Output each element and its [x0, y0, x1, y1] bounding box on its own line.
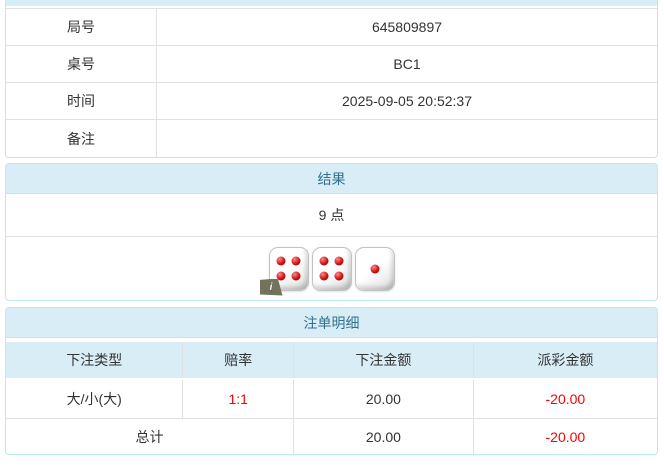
round-id-value: 645809897: [371, 19, 443, 35]
die-pip: [319, 256, 329, 266]
result-points-row: 9 点: [6, 194, 657, 237]
dice-container: i: [259, 246, 395, 296]
table-row: 局号 645809897: [6, 9, 657, 46]
odds-value: 1:1: [182, 380, 293, 418]
die-pip: [276, 256, 286, 266]
payout-value: -20.00: [472, 380, 657, 418]
result-panel-title: 结果: [6, 164, 657, 194]
table-row: 大/小(大) 1:1 20.00 -20.00: [6, 380, 657, 419]
remark-label: 备注: [6, 120, 157, 157]
die-pip: [370, 264, 379, 274]
bets-header-row: 下注类型 赔率 下注金额 派彩金额: [6, 342, 657, 380]
total-bet-amount: 20.00: [293, 419, 473, 454]
die-pip: [334, 256, 344, 266]
time-value: 2025-09-05 20:52:37: [342, 93, 472, 109]
bet-detail-panel: 注单明细 下注类型 赔率 下注金额 派彩金额 大/小(大) 1:1 20.00 …: [5, 307, 658, 455]
die-pip: [319, 271, 329, 281]
die-4: [268, 246, 309, 291]
die-pip: [334, 271, 344, 281]
table-row: 桌号 BC1: [6, 46, 657, 83]
time-label: 时间: [6, 83, 157, 119]
total-row: 总计 20.00 -20.00: [6, 419, 657, 454]
table-row: 备注: [6, 120, 657, 157]
total-payout: -20.00: [472, 419, 657, 454]
column-header-odds: 赔率: [182, 342, 293, 378]
game-info-panel-heading: [6, 0, 657, 8]
round-id-label: 局号: [6, 9, 157, 45]
column-header-bet-type: 下注类型: [66, 352, 123, 368]
dice-row: i: [6, 237, 657, 300]
die-pip: [291, 271, 301, 281]
table-id-label: 桌号: [6, 46, 157, 82]
die-pip: [291, 256, 301, 266]
table-id-value: BC1: [393, 56, 421, 72]
column-header-bet-amount: 下注金额: [293, 342, 473, 378]
bet-amount-value: 20.00: [293, 380, 473, 418]
bet-type-value: 大/小(大): [66, 391, 122, 407]
divider: [6, 338, 657, 342]
die-4: [311, 246, 352, 291]
game-info-table: 局号 645809897 桌号 BC1 时间 2025-09-05 20:52:…: [6, 8, 657, 157]
bet-detail-panel-title: 注单明细: [6, 308, 657, 338]
die-1: [354, 246, 395, 291]
die-pip: [276, 271, 286, 281]
column-header-payout: 派彩金额: [472, 342, 657, 378]
result-panel: 结果 9 点 i: [5, 163, 658, 301]
game-info-panel: 局号 645809897 桌号 BC1 时间 2025-09-05 20:52:…: [5, 0, 658, 158]
total-label: 总计: [135, 428, 164, 445]
table-row: 时间 2025-09-05 20:52:37: [6, 83, 657, 120]
info-tooltip-icon[interactable]: i: [259, 278, 283, 296]
remark-value: [157, 120, 657, 157]
result-points: 9 点: [318, 207, 345, 223]
